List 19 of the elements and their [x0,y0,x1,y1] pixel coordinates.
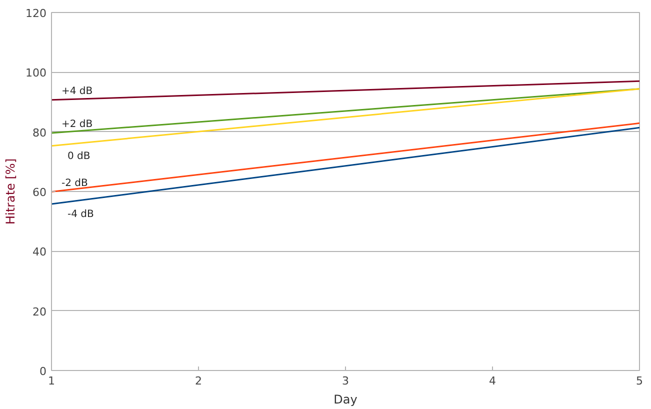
y-axis-title: Hitrate [%] [4,158,18,225]
x-tick-label: 5 [636,374,643,388]
y-tick-label: 100 [26,66,47,80]
y-tick-label: 60 [32,186,47,199]
y-tick-label: 80 [32,126,47,140]
series-label: -4 dB [68,209,94,220]
y-tick-label: 40 [32,246,47,259]
series-label: +4 dB [62,86,93,97]
x-axis-title: Day [334,392,358,406]
x-tick-label: 2 [195,374,202,388]
y-tick-label: 0 [40,365,46,378]
y-tick-label: 20 [32,305,47,318]
series-label: -2 dB [62,178,88,189]
x-tick-label: 3 [342,374,349,388]
x-tick-label: 4 [489,374,496,388]
series-label: 0 dB [68,150,90,162]
series-label: +2 dB [62,119,93,130]
x-tick-label: 1 [48,374,55,388]
y-tick-label: 120 [26,7,47,20]
